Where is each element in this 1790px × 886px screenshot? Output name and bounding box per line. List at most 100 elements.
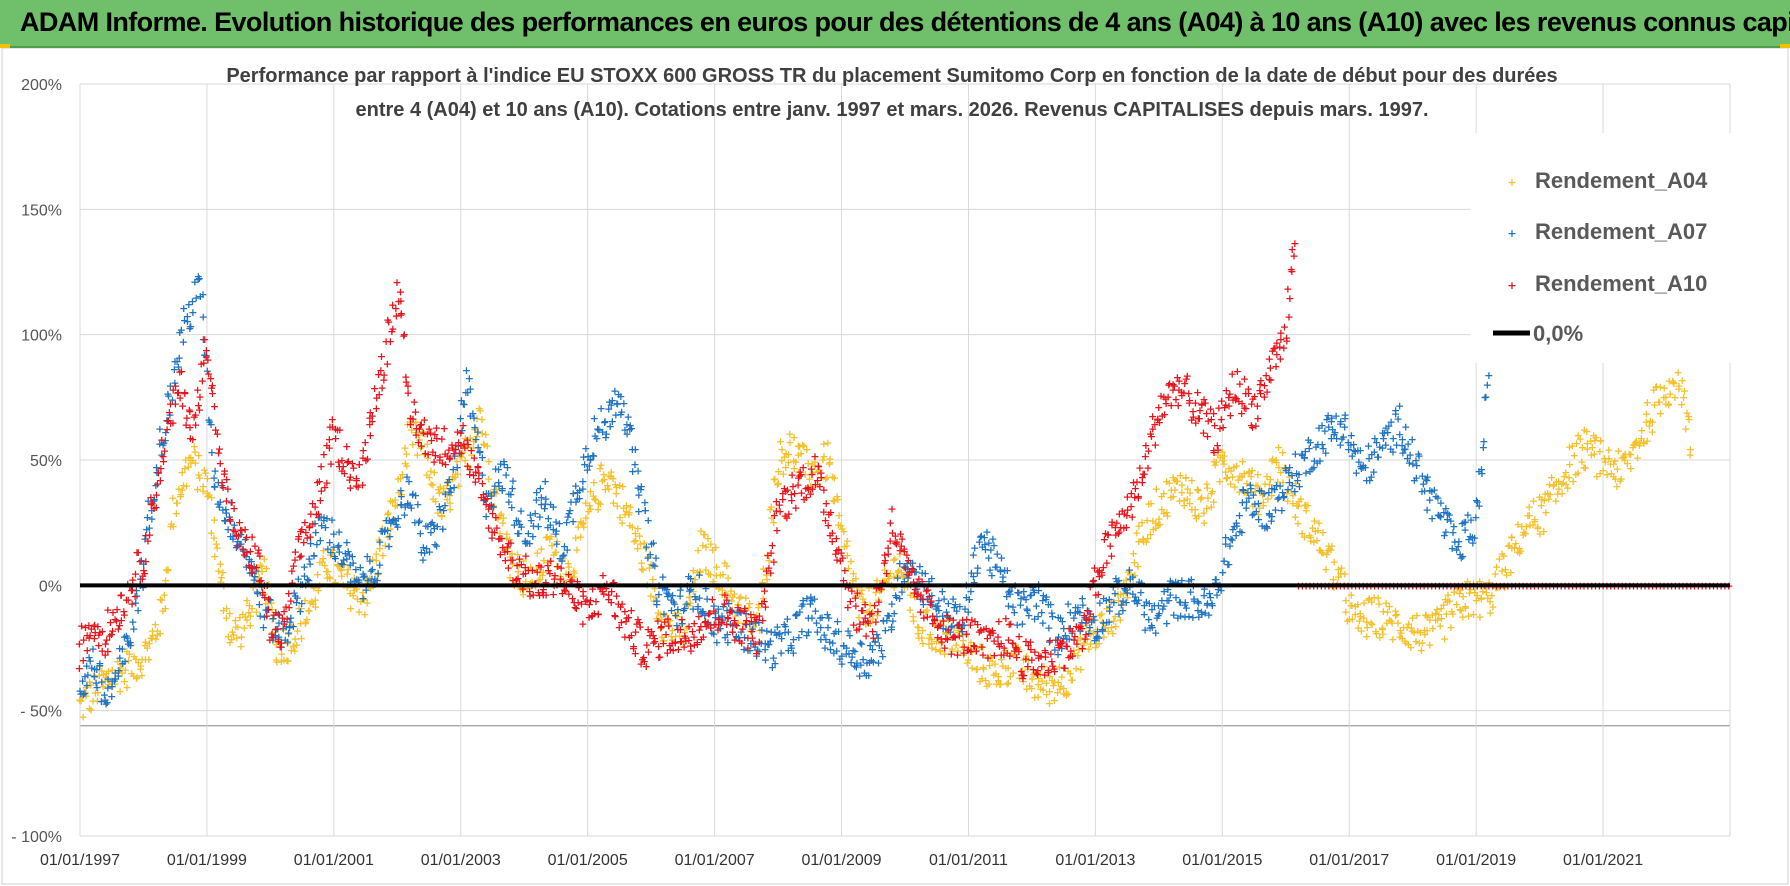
data-point: + — [297, 602, 306, 615]
data-point: + — [449, 481, 458, 494]
y-tick-label: 0% — [39, 578, 62, 595]
data-point: + — [182, 479, 191, 492]
data-point: + — [1124, 566, 1133, 579]
data-point: + — [1443, 595, 1452, 608]
data-point: + — [487, 488, 496, 501]
data-point: + — [258, 588, 267, 601]
data-point: + — [122, 645, 131, 658]
data-point: + — [1218, 421, 1227, 434]
data-point: + — [526, 577, 535, 590]
data-point: + — [940, 648, 949, 661]
data-point: + — [1113, 588, 1122, 601]
data-point: + — [159, 437, 168, 450]
data-point: + — [1271, 454, 1280, 467]
data-point: + — [147, 632, 156, 645]
data-point: + — [302, 613, 311, 626]
data-point: + — [1507, 542, 1516, 555]
data-point: + — [398, 468, 407, 481]
data-point: + — [508, 475, 517, 488]
data-point: + — [1313, 524, 1322, 537]
data-point: + — [830, 472, 839, 485]
data-point: + — [964, 641, 973, 654]
data-point: + — [1282, 487, 1291, 500]
data-point: + — [693, 566, 702, 579]
data-point: + — [868, 613, 877, 626]
data-point: + — [1543, 487, 1552, 500]
data-point: + — [1340, 409, 1349, 422]
data-point: + — [615, 511, 624, 524]
data-point: + — [861, 618, 870, 631]
data-point: + — [98, 680, 107, 693]
data-point: + — [366, 581, 375, 594]
data-point: + — [1305, 529, 1314, 542]
data-point: + — [184, 451, 193, 464]
data-point: + — [1639, 436, 1648, 449]
data-point: + — [1157, 490, 1166, 503]
data-point: + — [1126, 568, 1135, 581]
data-point: + — [628, 521, 637, 534]
data-point: + — [192, 292, 201, 305]
data-point: + — [840, 564, 849, 577]
data-point: + — [1213, 448, 1222, 461]
data-point: + — [983, 651, 992, 664]
data-point: + — [1406, 641, 1415, 654]
data-point: + — [168, 417, 177, 430]
data-point: + — [1221, 465, 1230, 478]
data-point: + — [297, 632, 306, 645]
data-point: + — [118, 666, 127, 679]
data-point: + — [1155, 518, 1164, 531]
data-point: + — [1105, 601, 1114, 614]
data-point: + — [631, 443, 640, 456]
data-point: + — [727, 595, 736, 608]
data-point: + — [1034, 678, 1043, 691]
data-point: + — [620, 508, 629, 521]
data-point: + — [889, 571, 898, 584]
data-point: + — [84, 651, 93, 664]
data-point: + — [403, 418, 412, 431]
data-point: + — [1507, 530, 1516, 543]
data-point: + — [589, 450, 598, 463]
data-point: + — [115, 642, 124, 655]
data-point: + — [466, 431, 475, 444]
data-point: + — [140, 639, 149, 652]
data-point: + — [267, 597, 276, 610]
y-axis: 200%150%100%50%0%- 50%- 100% — [11, 77, 62, 846]
data-point: + — [511, 576, 520, 589]
data-point: + — [240, 621, 249, 634]
data-point: + — [917, 631, 926, 644]
data-point: + — [1561, 478, 1570, 491]
data-point: + — [1340, 568, 1349, 581]
data-point: + — [361, 572, 370, 585]
data-point: + — [594, 496, 603, 509]
data-point: + — [1128, 511, 1137, 524]
data-point: + — [328, 543, 337, 556]
data-point: + — [304, 604, 313, 617]
data-point: + — [1276, 466, 1285, 479]
data-point: + — [954, 624, 963, 637]
data-point: + — [1107, 595, 1116, 608]
data-point: + — [1495, 581, 1504, 594]
data-point: + — [1510, 541, 1519, 554]
data-point: + — [242, 560, 251, 573]
data-point: + — [144, 653, 153, 666]
data-point: + — [267, 631, 276, 644]
data-point: + — [1421, 609, 1430, 622]
data-point: + — [935, 644, 944, 657]
data-point: + — [1620, 453, 1629, 466]
data-point: + — [864, 605, 873, 618]
data-point: + — [1357, 625, 1366, 638]
data-point: + — [1123, 591, 1132, 604]
data-point: + — [741, 604, 750, 617]
data-point: + — [190, 440, 199, 453]
data-point: + — [1557, 487, 1566, 500]
data-point: + — [677, 614, 686, 627]
data-point: + — [1057, 670, 1066, 683]
data-point: + — [762, 573, 771, 586]
data-point: + — [134, 656, 143, 669]
data-point: + — [871, 586, 880, 599]
data-point: + — [256, 610, 265, 623]
data-point: + — [150, 493, 159, 506]
data-point: + — [337, 570, 346, 583]
data-point: + — [773, 478, 782, 491]
data-point: + — [1470, 586, 1479, 599]
